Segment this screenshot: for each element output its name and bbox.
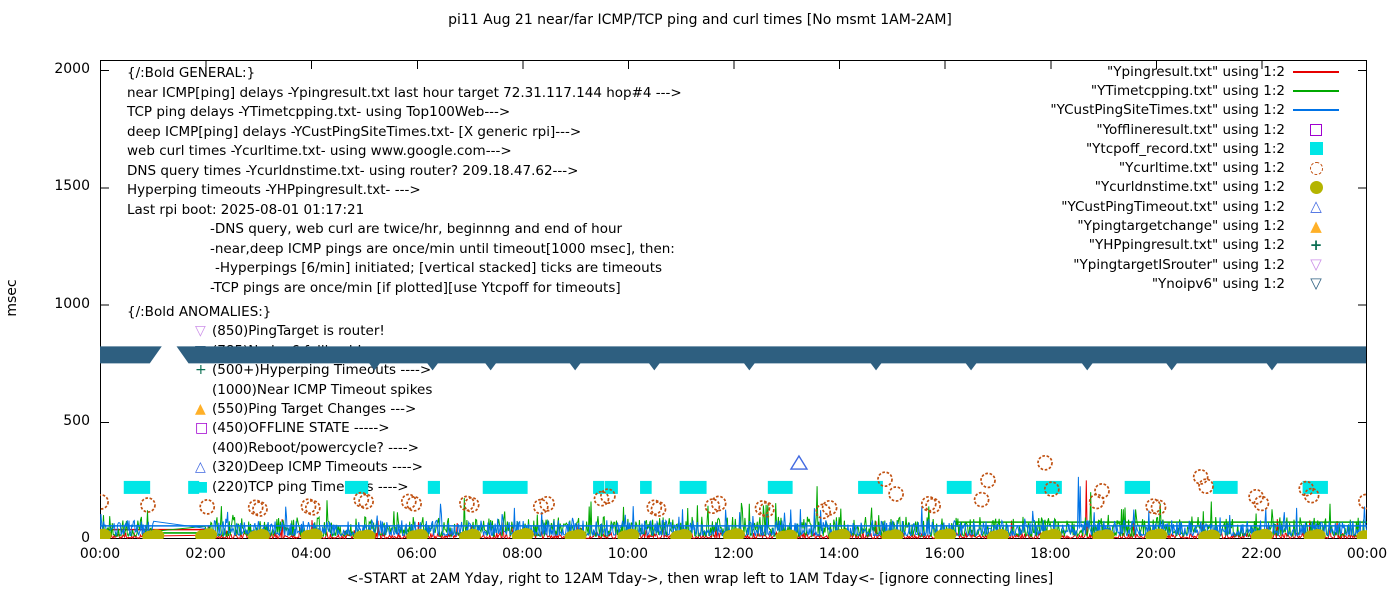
legend-label: "Ypingresult.txt" using 1:2 <box>1107 63 1285 80</box>
x-tick-label: 22:00 <box>1241 546 1282 562</box>
anomalies-header: {/:Bold ANOMALIES:} <box>127 304 272 320</box>
legend-entry: "Yofflineresult.txt" using 1:2 <box>1050 120 1347 139</box>
legend-label: "YHPpingresult.txt" using 1:2 <box>1088 237 1285 254</box>
anomaly-item: □ (450)OFFLINE STATE -----> <box>195 419 432 438</box>
open-square-icon: □ <box>195 420 209 437</box>
legend-entry: "Ypingtargetchange" using 1:2 ▲ <box>1050 216 1347 235</box>
general-line: near ICMP[ping] delays -Ypingresult.txt … <box>127 84 682 101</box>
general-line: -DNS query, web curl are twice/hr, begin… <box>210 221 623 237</box>
series-YCustPingTimeout <box>789 454 809 470</box>
general-line: Hyperping timeouts -YHPpingresult.txt- -… <box>127 182 421 198</box>
y-tick-label: 1500 <box>54 178 90 195</box>
filled-triangle-icon: ▲ <box>1310 216 1322 235</box>
x-tick-label: 10:00 <box>607 546 649 562</box>
general-line: deep ICMP[ping] delays -YCustPingSiteTim… <box>127 123 582 140</box>
open-triangle-icon: △ <box>1310 197 1322 216</box>
series-Ytcpoff-record <box>123 480 1328 494</box>
x-tick-label: 12:00 <box>713 546 754 562</box>
x-tick-label: 04:00 <box>290 546 332 562</box>
general-line: -near,deep ICMP pings are once/min until… <box>210 240 675 257</box>
x-tick-label: 00:00 <box>1346 546 1388 562</box>
anomaly-text: (850)PingTarget is router! <box>212 323 385 340</box>
line-icon <box>1285 89 1347 92</box>
open-down-triangle-icon: ▽ <box>195 323 206 340</box>
filled-triangle-icon: ▲ <box>195 400 206 417</box>
plot-graphics <box>100 60 1367 539</box>
y-tick-label: 1000 <box>54 295 90 312</box>
series-Ycurltime <box>100 454 1367 520</box>
anomaly-text: (320)Deep ICMP Timeouts ----> <box>212 459 423 476</box>
anomaly-text: (550)Ping Target Changes ---> <box>212 400 417 417</box>
x-tick-label: 06:00 <box>396 546 437 562</box>
legend-label: "YCustPingTimeout.txt" using 1:2 <box>1061 198 1285 215</box>
anomaly-text: (450)OFFLINE STATE -----> <box>212 420 390 437</box>
legend-label: "Ycurldnstime.txt" using 1:2 <box>1094 179 1285 196</box>
x-tick-label: 20:00 <box>1135 546 1176 562</box>
anomaly-item: + (500+)Hyperping Timeouts ----> <box>195 361 432 380</box>
legend-entry: "YTimetcpping.txt" using 1:2 <box>1050 81 1347 100</box>
legend-entry: "YHPpingresult.txt" using 1:2 + <box>1050 236 1347 255</box>
legend-label: "Yofflineresult.txt" using 1:2 <box>1096 121 1285 138</box>
legend-entry: "YCustPingSiteTimes.txt" using 1:2 <box>1050 101 1347 120</box>
y-axis-label: msec <box>4 279 20 317</box>
anomaly-text: (1000)Near ICMP Timeout spikes <box>212 381 433 398</box>
anomaly-text: (400)Reboot/powercycle? ----> <box>212 439 419 456</box>
plus-icon: + <box>195 362 207 379</box>
general-line: web curl times -Ycurltime.txt- using www… <box>127 143 512 159</box>
x-tick-label: 08:00 <box>502 546 543 562</box>
plus-icon: + <box>1309 235 1323 254</box>
anomaly-item: ▲ (550)Ping Target Changes ---> <box>195 400 432 419</box>
general-line: -Hyperpings [6/min] initiated; [vertical… <box>215 260 663 276</box>
legend-label: "Ycurltime.txt" using 1:2 <box>1118 160 1285 177</box>
chart-title: pi11 Aug 21 near/far ICMP/TCP ping and c… <box>448 12 952 28</box>
legend-entry: "YpingtargetISrouter" using 1:2 ▽ <box>1050 255 1347 274</box>
open-circle-icon <box>1285 161 1347 175</box>
anomaly-item: ▽ (850)PingTarget is router! <box>195 322 432 341</box>
x-tick-label: 18:00 <box>1030 546 1071 562</box>
general-line: {/:Bold GENERAL:} <box>127 65 256 81</box>
legend-label: "YpingtargetISrouter" using 1:2 <box>1073 256 1285 273</box>
y-tick-label: 0 <box>81 530 90 546</box>
legend-entry: "Ycurltime.txt" using 1:2 <box>1050 158 1347 177</box>
general-line: DNS query times -Ycurldnstime.txt- using… <box>127 162 579 179</box>
open-down-triangle-icon: ▽ <box>1310 255 1322 274</box>
x-tick-label: 14:00 <box>818 546 860 562</box>
legend-entry: "Ynoipv6" using 1:2 ▽ <box>1050 274 1347 293</box>
y-tick-label: 500 <box>63 412 90 429</box>
open-triangle-icon: △ <box>195 459 206 476</box>
anomaly-item: (1000)Near ICMP Timeout spikes <box>195 381 432 400</box>
legend-entry: "Ytcpoff_record.txt" using 1:2 <box>1050 139 1347 158</box>
series-Ynoipv6-band <box>100 346 1367 371</box>
open-square-icon <box>1285 123 1347 136</box>
filled-circle-icon <box>1285 180 1347 194</box>
anomaly-item: (400)Reboot/powercycle? ----> <box>195 439 432 458</box>
anomaly-item: △ (320)Deep ICMP Timeouts ----> <box>195 458 432 477</box>
x-tick-label: 02:00 <box>185 546 226 562</box>
legend-entry: "YCustPingTimeout.txt" using 1:2 △ <box>1050 197 1347 216</box>
filled-square-icon <box>1285 142 1347 156</box>
line-icon <box>1285 109 1347 112</box>
legend-label: "Ytcpoff_record.txt" using 1:2 <box>1085 140 1285 157</box>
open-down-triangle-icon: ▽ <box>1310 274 1322 293</box>
legend-label: "Ynoipv6" using 1:2 <box>1151 275 1285 292</box>
plot-area: {/:Bold GENERAL:} near ICMP[ping] delays … <box>100 60 1367 539</box>
legend-label: "YCustPingSiteTimes.txt" using 1:2 <box>1050 102 1285 119</box>
anomaly-text: (500+)Hyperping Timeouts ----> <box>212 362 432 379</box>
general-line: -TCP pings are once/min [if plotted][use… <box>210 279 621 296</box>
general-line: Last rpi boot: 2025-08-01 01:17:21 <box>127 201 365 218</box>
general-line: TCP ping delays -YTimetcpping.txt- using… <box>127 104 511 120</box>
legend-entry: "Ycurldnstime.txt" using 1:2 <box>1050 178 1347 197</box>
x-tick-label: 16:00 <box>924 546 965 562</box>
x-axis-label: <-START at 2AM Yday, right to 12AM Tday-… <box>346 571 1054 587</box>
legend-entry: "Ypingresult.txt" using 1:2 <box>1050 62 1347 81</box>
general-annotation: {/:Bold GENERAL:} near ICMP[ping] delays … <box>127 64 682 298</box>
line-icon <box>1285 70 1347 73</box>
legend-label: "YTimetcpping.txt" using 1:2 <box>1090 82 1285 99</box>
legend: "Ypingresult.txt" using 1:2 "YTimetcpping… <box>1050 62 1347 294</box>
x-tick-label: 00:00 <box>79 546 121 562</box>
series-Ycurldnstime <box>100 528 1367 539</box>
y-tick-label: 2000 <box>54 61 90 77</box>
legend-label: "Ypingtargetchange" using 1:2 <box>1077 218 1285 235</box>
